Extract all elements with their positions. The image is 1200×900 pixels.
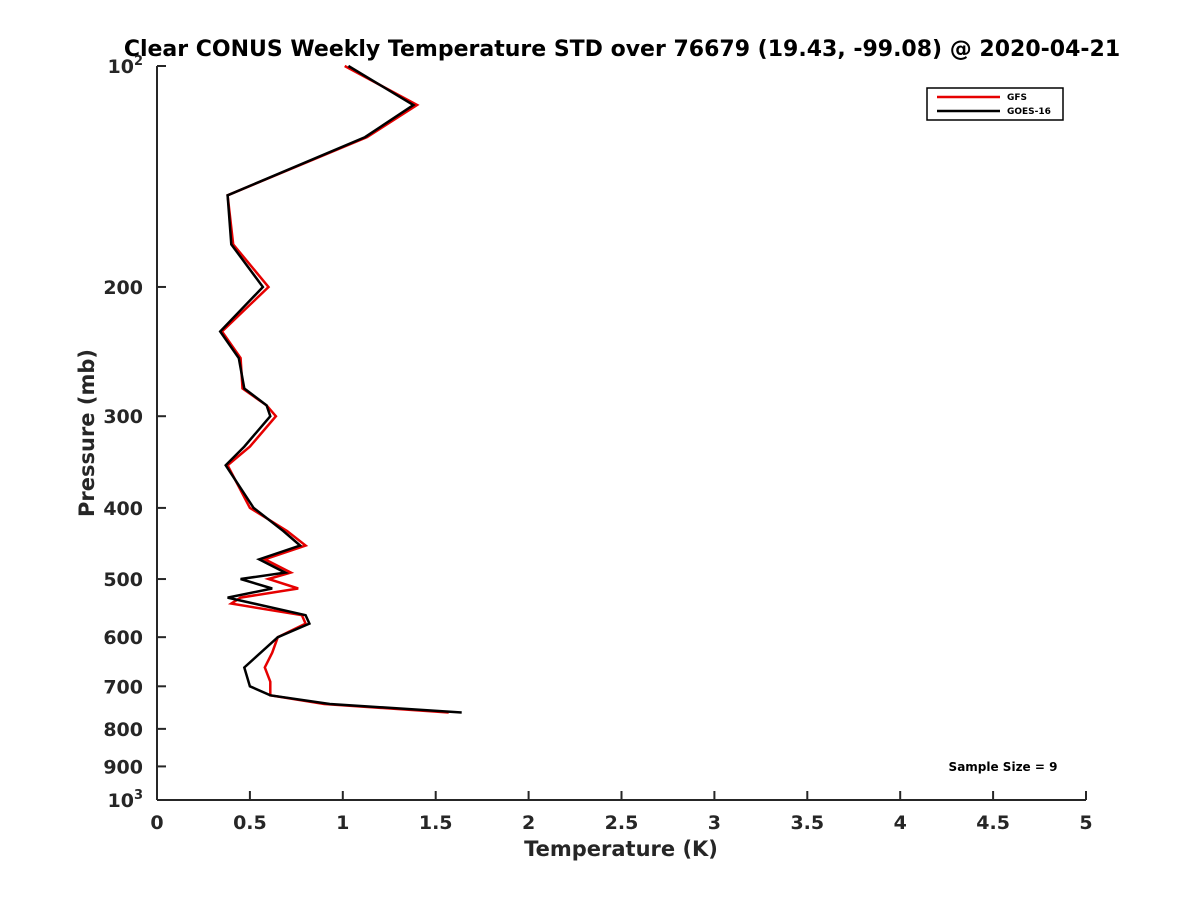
- y-ticks: 102 200 300 400 500 600 700 800 900 103: [103, 54, 166, 812]
- y-tick-label: 300: [103, 406, 143, 428]
- y-tick-label: 600: [103, 627, 143, 649]
- y-tick-label: 800: [103, 719, 143, 741]
- y-tick-label: 200: [103, 277, 143, 299]
- x-axis-label: Temperature (K): [524, 837, 718, 861]
- y-axis-label: Pressure (mb): [75, 349, 99, 517]
- x-tick-label: 3.5: [790, 812, 824, 834]
- x-ticks: 0 0.5 1 1.5 2 2.5 3 3.5 4 4.5 5: [150, 791, 1093, 834]
- x-tick-label: 5: [1079, 812, 1092, 834]
- series-line-gfs: [220, 64, 449, 714]
- y-tick-label: 500: [103, 569, 143, 591]
- x-tick-label: 4: [894, 812, 907, 834]
- chart-title: Clear CONUS Weekly Temperature STD over …: [124, 37, 1120, 62]
- legend-box: [926, 87, 1064, 121]
- x-tick-label: 2: [522, 812, 535, 834]
- y-tick-label: 400: [103, 498, 143, 520]
- sample-size-annotation: Sample Size = 9: [949, 760, 1058, 774]
- x-tick-label: 3: [708, 812, 721, 834]
- series-layer: [218, 64, 462, 714]
- legend: GFS GOES-16: [926, 87, 1064, 121]
- y-tick-label: 700: [103, 676, 143, 698]
- series-line-goes-16: [218, 64, 462, 714]
- legend-label-gfs: GFS: [1007, 93, 1027, 103]
- y-tick-label: 900: [103, 756, 143, 778]
- x-tick-label: 2.5: [605, 812, 639, 834]
- x-tick-label: 4.5: [976, 812, 1010, 834]
- y-tick-label: 103: [108, 788, 144, 812]
- x-tick-label: 0: [150, 812, 163, 834]
- x-tick-label: 1: [336, 812, 349, 834]
- y-tick-label: 102: [108, 54, 144, 78]
- x-tick-label: 0.5: [233, 812, 267, 834]
- legend-label-goes-16: GOES-16: [1007, 107, 1051, 117]
- plot-area: 0 0.5 1 1.5 2 2.5 3 3.5 4 4.5 5 102 200 300 400 500 600…: [103, 54, 1092, 834]
- x-tick-label: 1.5: [419, 812, 453, 834]
